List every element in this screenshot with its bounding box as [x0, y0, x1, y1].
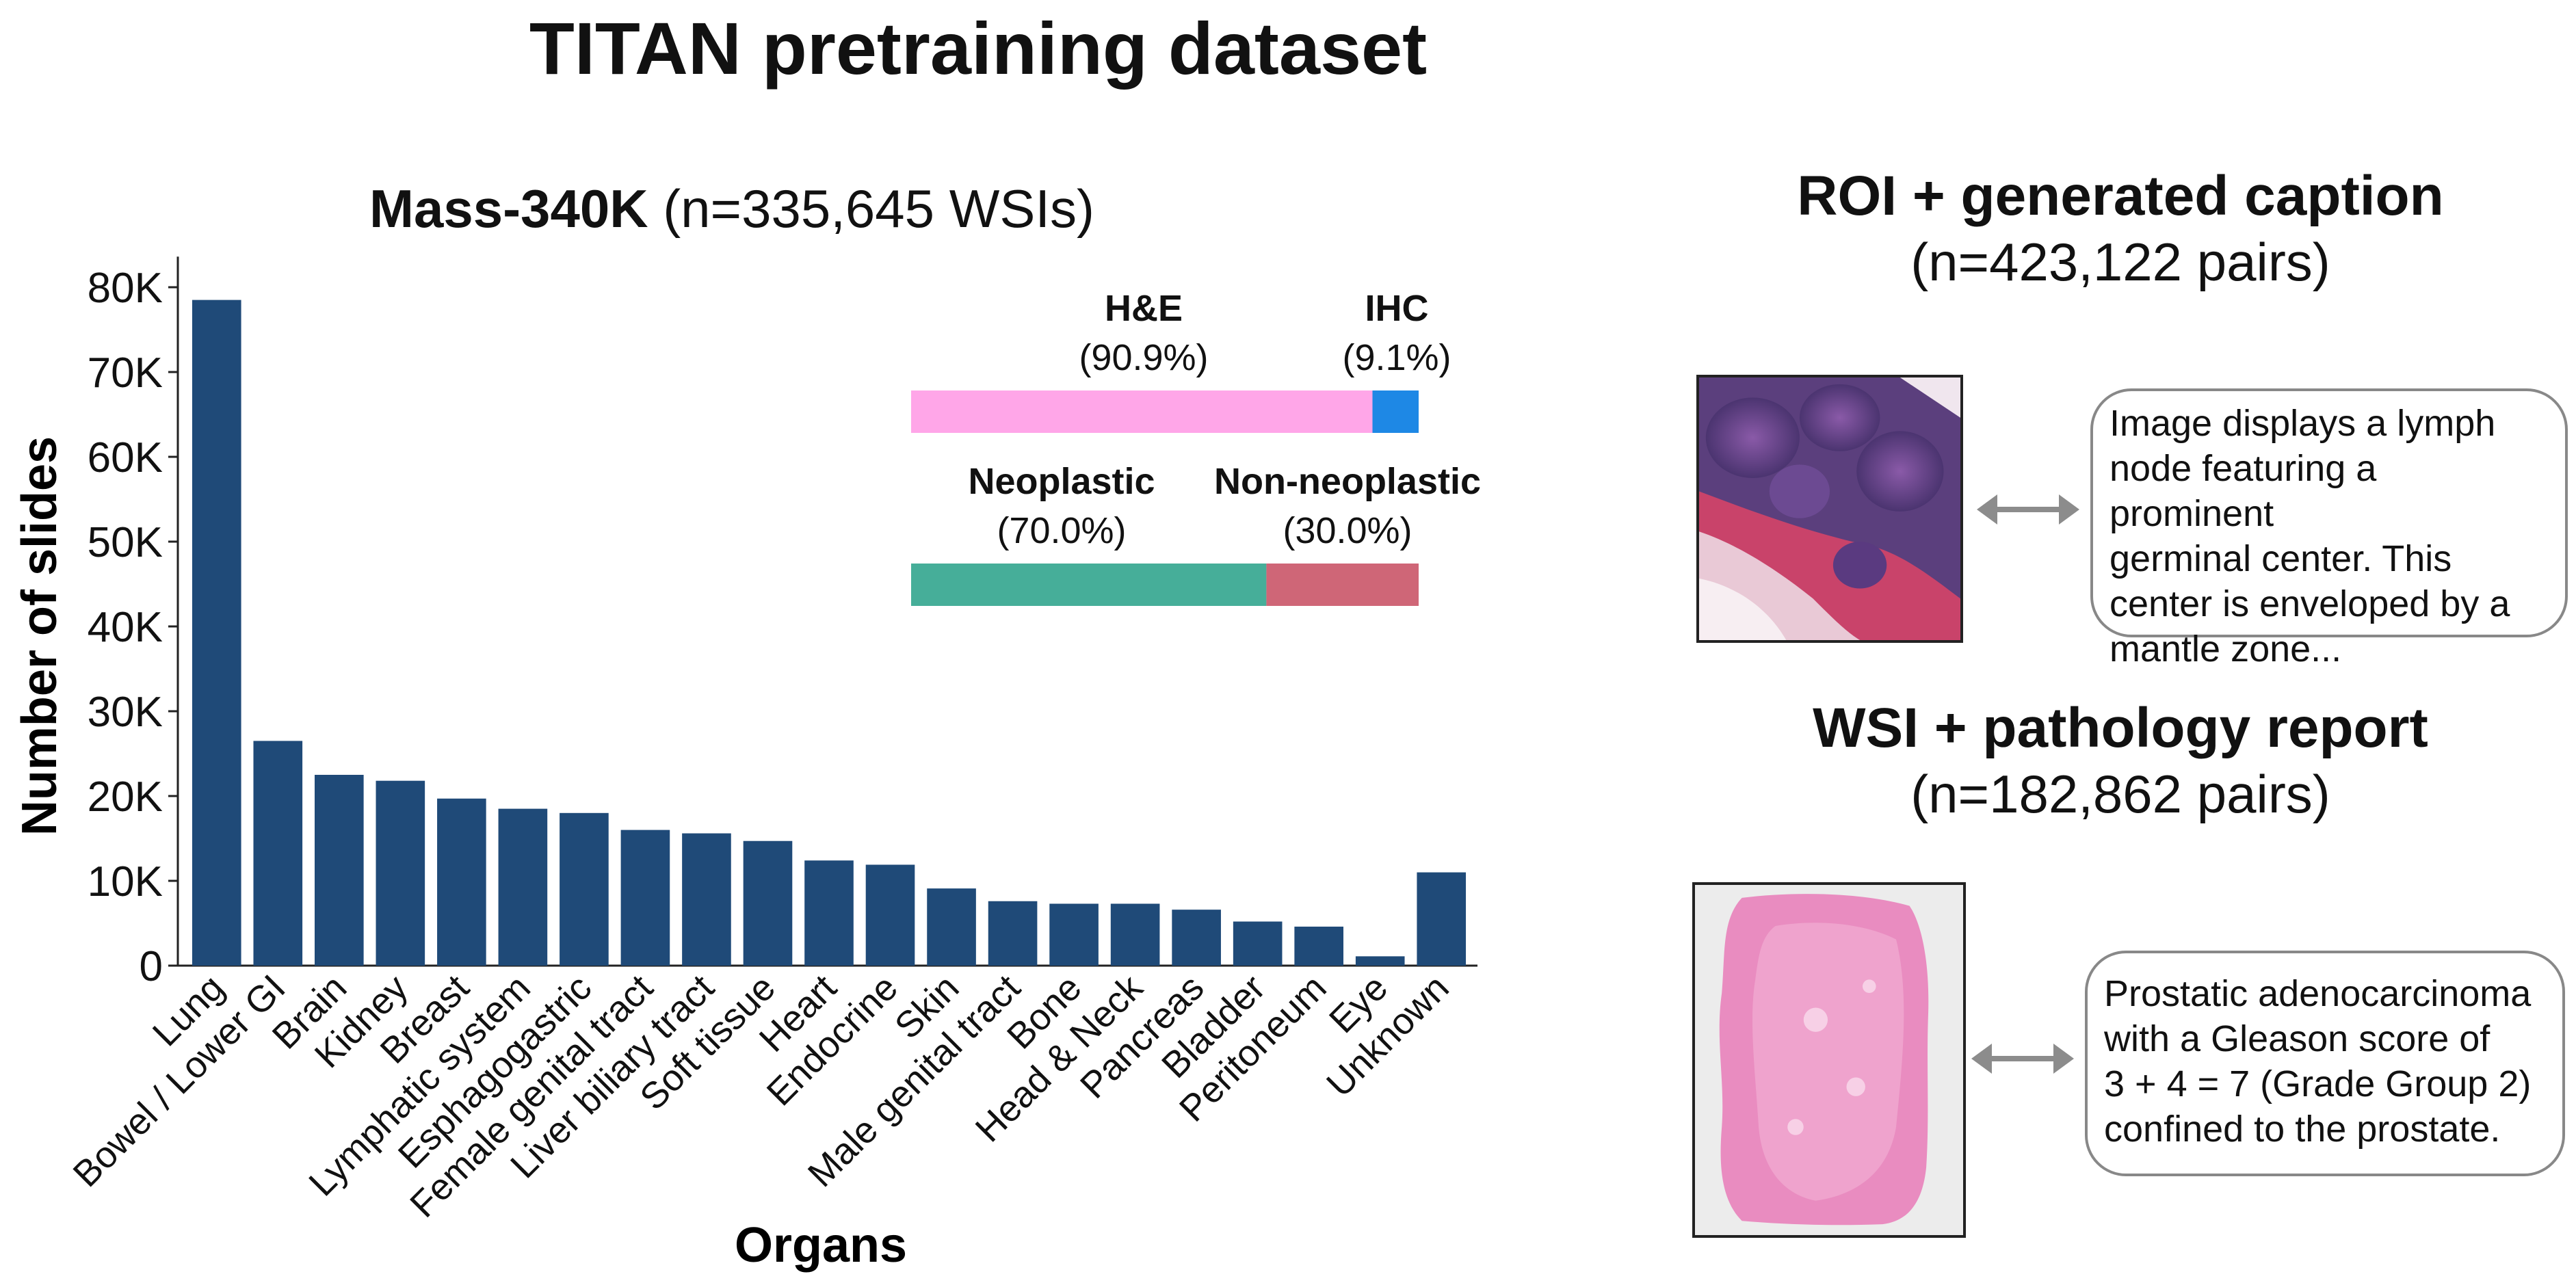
wsi-section-title: WSI + pathology report	[1813, 697, 2428, 759]
roi-caption-line: node featuring a prominent	[2110, 448, 2377, 534]
bar	[865, 864, 915, 966]
bar	[743, 840, 793, 966]
wsi-caption-line: 3 + 4 = 7 (Grade Group 2)	[2104, 1063, 2532, 1104]
wsi-caption-box: Prostatic adenocarcinoma with a Gleason …	[2085, 951, 2565, 1176]
bar	[315, 775, 364, 966]
roi-caption-line: germinal center. This	[2110, 538, 2452, 579]
bar	[1294, 926, 1343, 966]
bar	[1049, 903, 1099, 966]
y-tick-label: 70K	[88, 349, 163, 397]
y-axis: 0 10K 20K 30K 40K 50K 60K 70K 80K	[88, 256, 1477, 990]
y-tick-label: 80K	[88, 265, 163, 312]
wsi-caption-line: Prostatic adenocarcinoma	[2104, 973, 2532, 1014]
bar	[192, 300, 241, 966]
bar	[1417, 872, 1467, 966]
y-tick-label: 40K	[88, 604, 163, 651]
y-axis-label: Number of slides	[12, 436, 67, 836]
diagnosis-segment	[911, 564, 1267, 606]
wsi-double-arrow-icon	[1971, 1044, 2074, 1074]
bar	[376, 780, 425, 966]
y-tick-label: 20K	[88, 773, 163, 821]
bar	[988, 901, 1038, 966]
bar	[560, 812, 609, 966]
roi-double-arrow-icon	[1977, 494, 2079, 525]
wsi-slide-image	[1692, 882, 1966, 1238]
stain-segment	[1372, 390, 1419, 433]
x-tick-label: Unknown	[1319, 967, 1457, 1105]
bar	[1172, 910, 1221, 966]
chart-title-bold: Mass-340K	[369, 178, 648, 239]
roi-tissue-image	[1696, 375, 1963, 643]
bar	[1233, 921, 1283, 966]
roi-caption-box: Image displays a lymph node featuring a …	[2090, 388, 2568, 670]
y-tick-label: 10K	[88, 858, 163, 905]
diagnosis-percent: (70.0%)	[997, 510, 1126, 551]
bar	[804, 860, 854, 966]
stain-label: H&E	[1105, 288, 1183, 329]
bar	[437, 798, 486, 966]
roi-caption-line: mantle zone...	[2110, 628, 2342, 670]
bar	[1110, 903, 1160, 966]
roi-caption-line: center is enveloped by a	[2110, 583, 2510, 624]
bar	[253, 741, 303, 966]
diagnosis-percent: (30.0%)	[1283, 510, 1412, 551]
diagnosis-label: Non-neoplastic	[1214, 461, 1481, 502]
wsi-caption-line: with a Gleason score of	[2104, 1018, 2490, 1059]
y-tick-label: 0	[140, 943, 163, 990]
bar	[498, 808, 548, 966]
page-title: TITAN pretraining dataset	[529, 7, 1428, 90]
bar	[620, 830, 670, 966]
diagnosis-segment	[1266, 564, 1419, 606]
bar	[927, 888, 976, 966]
wsi-section-count: (n=182,862 pairs)	[1910, 764, 2330, 824]
roi-caption-line: Image displays a lymph	[2110, 403, 2496, 444]
stain-label: IHC	[1365, 288, 1429, 329]
roi-section-title: ROI + generated caption	[1797, 165, 2444, 227]
y-tick-label: 30K	[88, 689, 163, 736]
bar	[1355, 956, 1405, 966]
y-tick-label: 50K	[88, 519, 163, 566]
composition-inset: H&E (90.9%) IHC (9.1%) Neoplastic (70.0%) Non-…	[911, 288, 1481, 606]
y-tick-label: 60K	[88, 434, 163, 481]
x-axis-label: Organs	[735, 1218, 907, 1273]
stain-segment	[911, 390, 1373, 433]
bars	[192, 300, 1467, 966]
chart-title: Mass-340K (n=335,645 WSIs)	[96, 178, 1368, 240]
wsi-caption-line: confined to the prostate.	[2104, 1109, 2501, 1150]
stain-percent: (90.9%)	[1079, 337, 1208, 378]
bar	[682, 833, 731, 966]
diagnosis-label: Neoplastic	[968, 461, 1155, 502]
stain-percent: (9.1%)	[1342, 337, 1451, 378]
roi-section-count: (n=423,122 pairs)	[1910, 232, 2330, 292]
chart-title-count: (n=335,645 WSIs)	[648, 178, 1095, 239]
